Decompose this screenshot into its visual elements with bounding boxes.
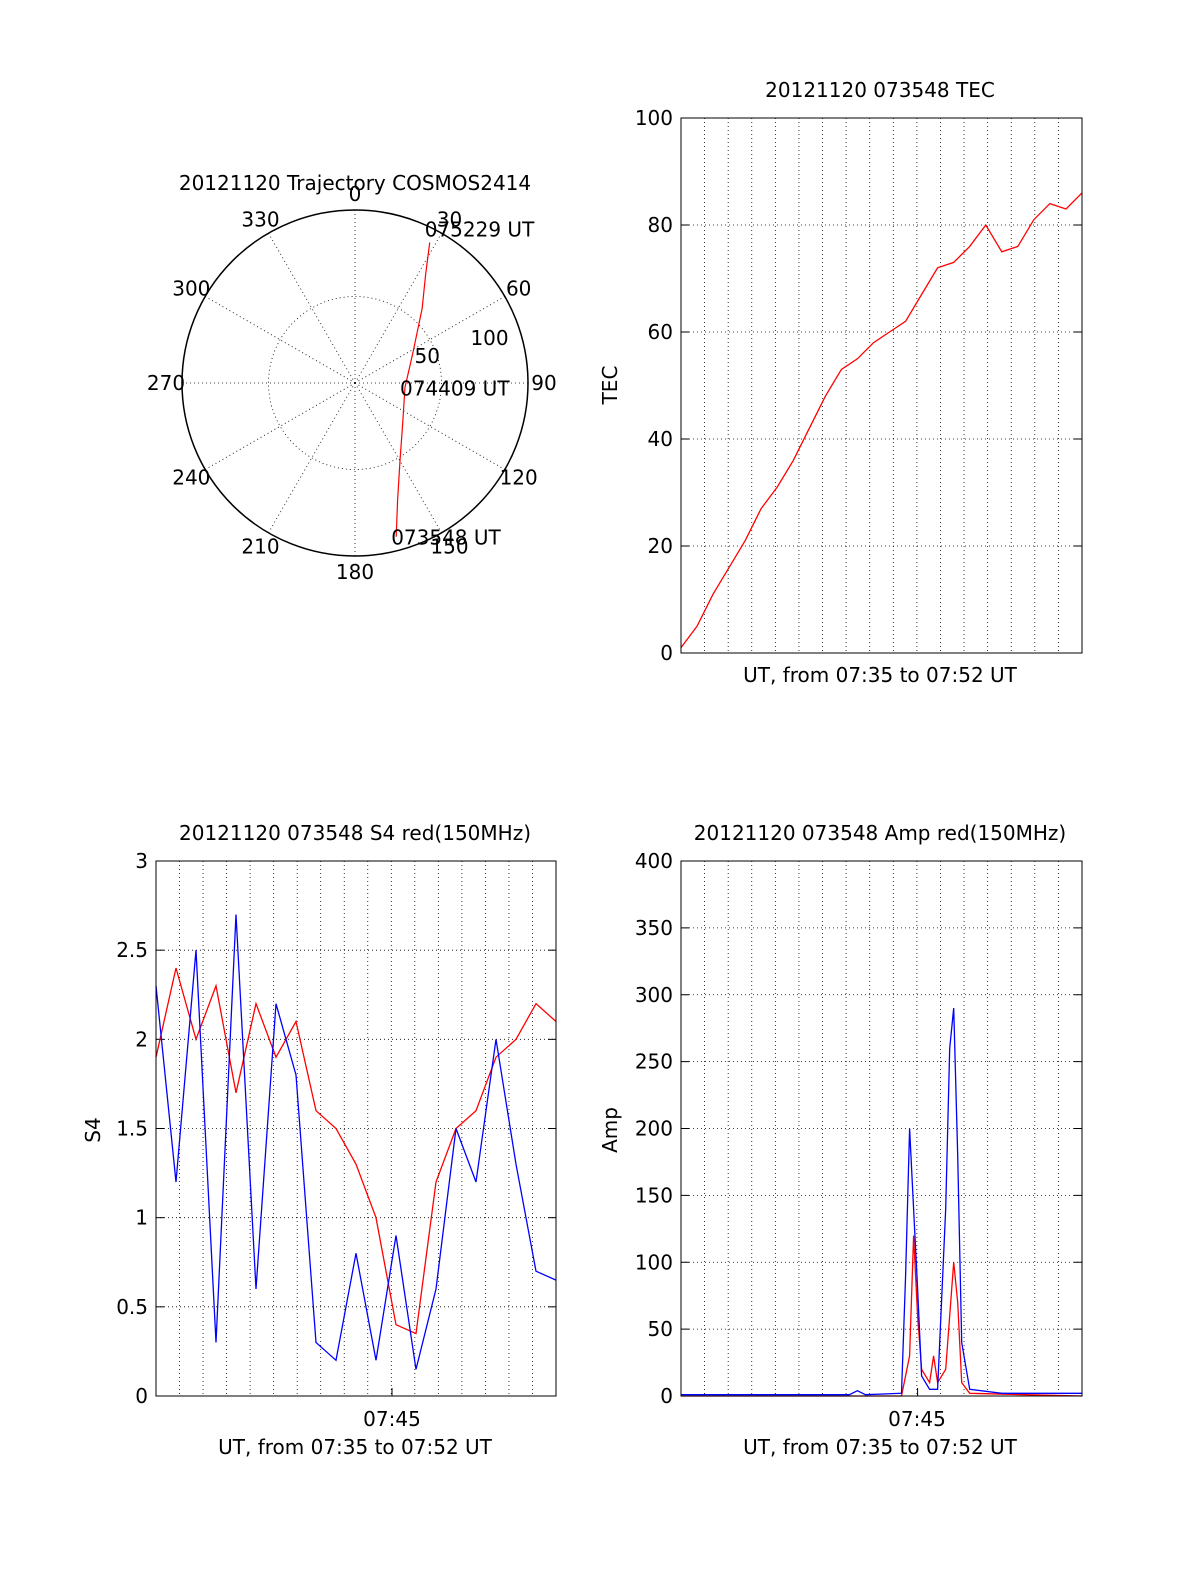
trajectory-time-label: 073548 UT	[391, 526, 501, 550]
s4-ytick-label: 2.5	[116, 938, 148, 962]
azimuth-tick-label: 30	[437, 207, 462, 231]
azimuth-tick-label: 270	[147, 371, 185, 395]
tec-ytick-label: 40	[648, 427, 673, 451]
s4-ytick-label: 1.5	[116, 1117, 148, 1141]
polar-inner-circle	[268, 296, 442, 470]
tec-series-0	[680, 192, 1083, 648]
amp-ytick-label: 100	[635, 1250, 673, 1274]
amp-series-0	[681, 1235, 1083, 1397]
s4-title: 20121120 073548 S4 red(150MHz)	[179, 821, 531, 845]
azimuth-tick-label: 240	[172, 466, 210, 490]
amp-plot: 0 50 100 150 200 250 300 350 400	[635, 849, 1083, 1408]
amp-xlabel: UT, from 07:35 to 07:52 UT	[743, 1435, 1018, 1459]
amp-ytick-label: 200	[635, 1117, 673, 1141]
amp-ytick-label: 400	[635, 849, 673, 873]
azimuth-tick-label: 150	[430, 535, 468, 559]
s4-series-0	[155, 967, 557, 1335]
amp-ytick-label: 250	[635, 1050, 673, 1074]
azimuth-tick-label: 330	[241, 207, 279, 231]
s4-ytick-label: 0.5	[116, 1295, 148, 1319]
tec-xlabel: UT, from 07:35 to 07:52 UT	[743, 663, 1018, 687]
s4-ytick-label: 3	[135, 849, 148, 873]
amp-title: 20121120 073548 Amp red(150MHz)	[694, 821, 1066, 845]
amp-ytick-label: 350	[635, 916, 673, 940]
polar-grid	[181, 209, 529, 557]
radial-tick-label: 50	[415, 344, 440, 368]
s4-xtick-label: 07:45	[363, 1407, 421, 1431]
radial-tick-label: 100	[470, 326, 508, 350]
amp-series-1	[681, 1008, 1082, 1396]
trajectory-series	[395, 242, 431, 537]
tec-frame	[680, 117, 1083, 654]
s4-ytick-label: 1	[135, 1206, 148, 1230]
polar-labels: 0 30 60 90 120 150 180 210 240 270 300 330 50 100 0752…	[147, 182, 557, 584]
amp-ytick-label: 0	[660, 1384, 673, 1408]
trajectory-title: 20121120 Trajectory COSMOS2414	[179, 171, 531, 195]
tec-ytick-label: 60	[648, 320, 673, 344]
tec-ytick-label: 80	[648, 213, 673, 237]
azimuth-tick-label: 210	[241, 535, 279, 559]
azimuth-tick-label: 300	[172, 277, 210, 301]
tec-ytick-label: 100	[635, 106, 673, 130]
polar-spoke	[204, 382, 356, 470]
amp-xtick-label: 07:45	[888, 1407, 946, 1431]
azimuth-tick-label: 180	[336, 560, 374, 584]
polar-spoke	[354, 296, 506, 384]
azimuth-tick-label: 60	[506, 277, 531, 301]
tec-ytick-label: 20	[648, 534, 673, 558]
azimuth-tick-label: 120	[500, 466, 538, 490]
amp-ylabel: Amp	[598, 1107, 622, 1153]
trajectory-line	[395, 242, 431, 537]
trajectory-time-label: 074409 UT	[400, 376, 510, 400]
amp-frame	[680, 860, 1083, 1397]
polar-spoke	[354, 382, 506, 470]
s4-frame	[155, 860, 557, 1397]
polar-spoke	[204, 296, 356, 384]
s4-series-1	[155, 914, 557, 1370]
s4-ylabel: S4	[81, 1117, 105, 1142]
trajectory-polar-panel: 20121120 Trajectory COSMOS2414 0 30 60 90 12…	[147, 171, 557, 584]
polar-spoke	[354, 232, 442, 384]
s4-xlabel: UT, from 07:35 to 07:52 UT	[218, 1435, 493, 1459]
amp-ytick-label: 300	[635, 983, 673, 1007]
tec-plot: 0 20 40 60 80 100	[635, 106, 1083, 665]
s4-plot: 0 0.5 1 1.5 2 2.5 3	[116, 849, 557, 1408]
amp-ytick-label: 150	[635, 1183, 673, 1207]
s4-ytick-label: 0	[135, 1384, 148, 1408]
trajectory-time-label: 075229 UT	[425, 217, 535, 241]
azimuth-tick-label: 90	[531, 371, 556, 395]
tec-title: 20121120 073548 TEC	[765, 78, 995, 102]
azimuth-tick-label: 0	[349, 182, 362, 206]
tec-panel: 20121120 073548 TEC TEC UT, from 07:35 t…	[598, 78, 1083, 687]
s4-ytick-label: 2	[135, 1027, 148, 1051]
tec-ytick-label: 0	[660, 641, 673, 665]
amp-ytick-label: 50	[648, 1317, 673, 1341]
tec-ylabel: TEC	[598, 366, 622, 406]
amp-panel: 20121120 073548 Amp red(150MHz) Amp 07:4…	[598, 821, 1083, 1459]
polar-spoke	[354, 382, 442, 534]
polar-spoke	[268, 232, 356, 384]
s4-panel: 20121120 073548 S4 red(150MHz) S4 07:45 …	[81, 821, 557, 1459]
polar-spoke	[268, 382, 356, 534]
